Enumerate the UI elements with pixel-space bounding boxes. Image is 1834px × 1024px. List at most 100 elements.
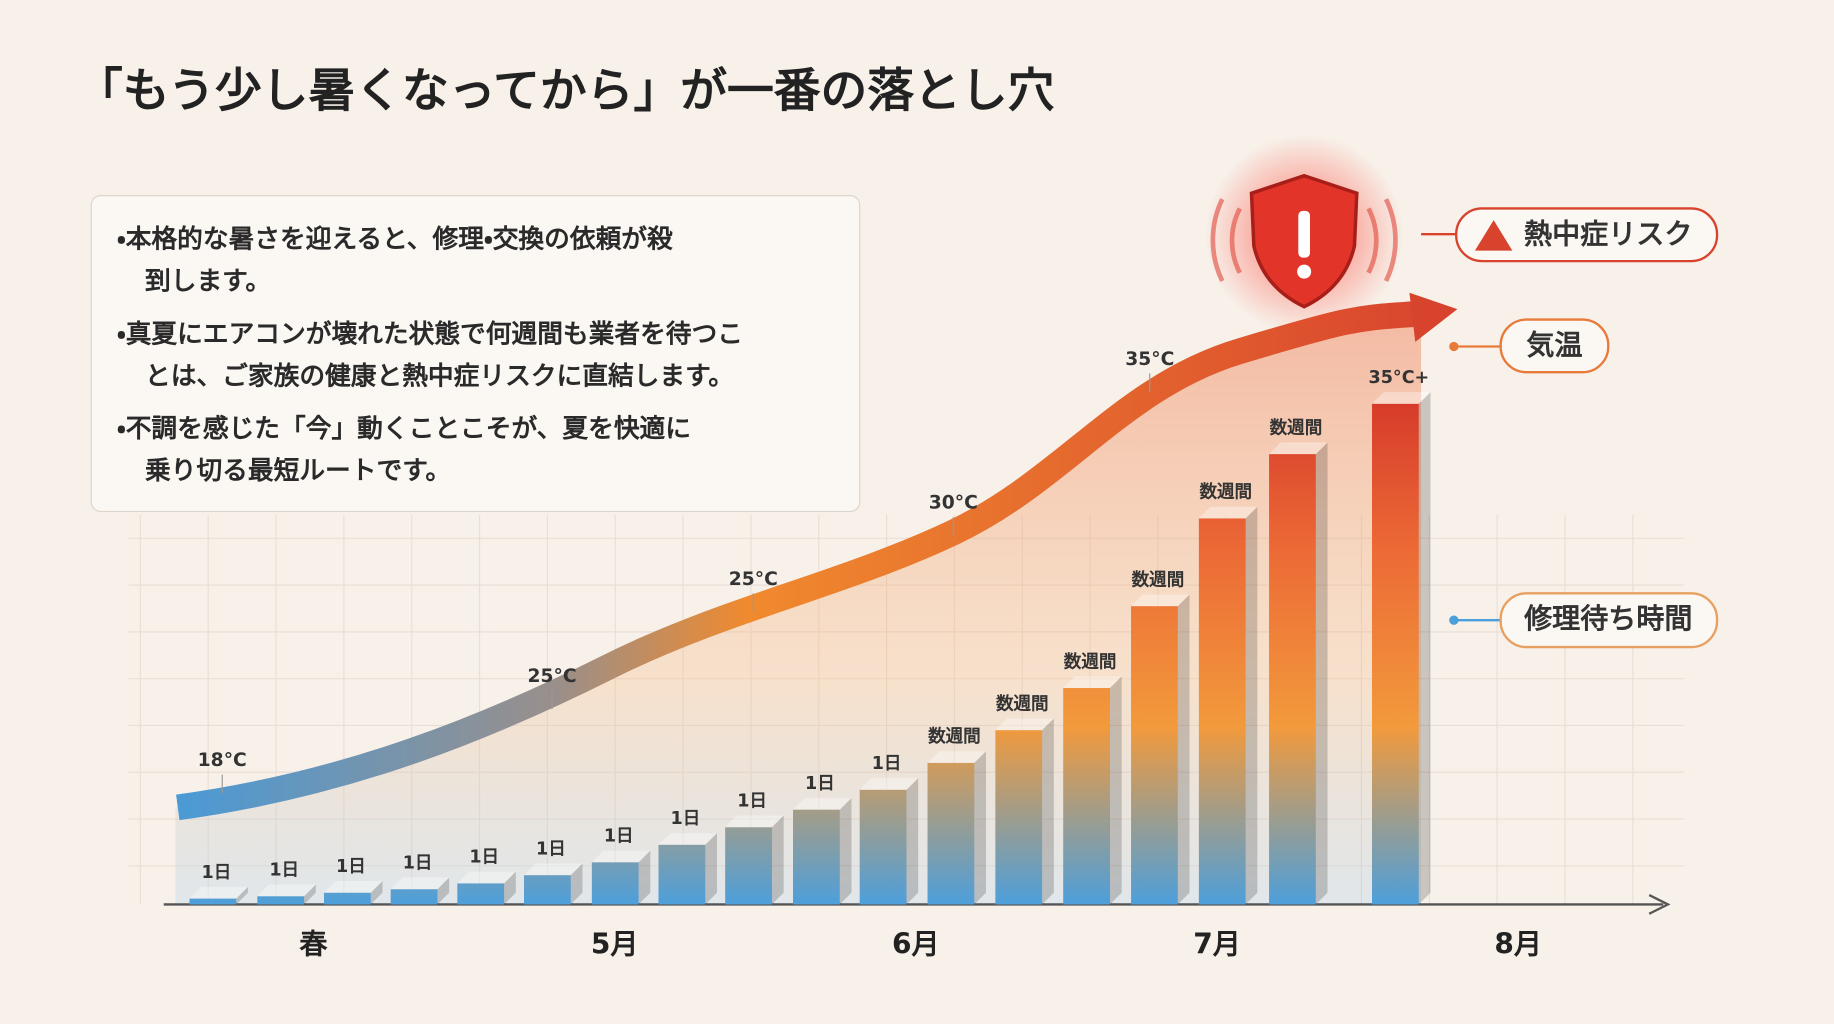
bar-label: 1日	[403, 853, 433, 873]
callout-risk-label: 熱中症リスク	[1524, 217, 1692, 250]
bar-top	[658, 833, 717, 845]
curve-arrowhead	[1409, 292, 1458, 342]
bar-front	[927, 762, 975, 905]
bar-top	[323, 881, 383, 893]
bar-side	[236, 886, 248, 905]
note-line: ・不調を感じた「今」動くことこそが、夏を快適に	[117, 413, 691, 444]
bar-label: 35°C+	[1369, 368, 1430, 388]
bar-label: 数週間	[1198, 482, 1252, 503]
bar-label: 数週間	[927, 726, 981, 747]
bar-front	[257, 896, 305, 905]
bar-top	[189, 886, 248, 899]
bar-top	[1198, 506, 1258, 519]
bar-side	[705, 833, 717, 905]
note-line: 到します。	[145, 267, 271, 297]
bar-front	[390, 889, 438, 905]
bar-side	[504, 871, 516, 905]
bar-label: 1日	[872, 754, 902, 774]
bar-label: 1日	[336, 857, 366, 877]
bar-side	[1245, 506, 1258, 905]
bar-label: 数週間	[1131, 569, 1185, 590]
bar-front	[189, 898, 237, 905]
bar-front	[995, 730, 1043, 905]
bar-top	[591, 850, 651, 863]
bar-top	[1269, 442, 1328, 455]
bar-side	[370, 881, 383, 905]
bar-top	[524, 863, 583, 876]
bar-front	[1269, 454, 1316, 905]
bar-label: 1日	[536, 839, 566, 859]
bar-label: 1日	[202, 863, 232, 883]
bar-top	[793, 797, 852, 810]
temperature-label: 35°C	[1125, 349, 1174, 370]
bar-top	[1131, 594, 1190, 607]
note-line: 乗り切る最短ルートです。	[145, 456, 451, 486]
bar-front	[591, 862, 639, 905]
temperature-label: 30°C	[929, 493, 978, 514]
bar-side	[906, 778, 919, 905]
callout-temperature: 気温	[1449, 318, 1610, 374]
bar-side	[304, 884, 316, 905]
bar-front	[1063, 688, 1110, 905]
note-line: ・本格的な暑さを迎えると、修理・交換の依頼が殺	[117, 224, 673, 255]
bar-top	[1063, 676, 1122, 689]
bar-top	[257, 884, 316, 897]
risk-shield	[1204, 134, 1404, 334]
bar-side	[638, 850, 651, 905]
temperature-label: 25°C	[528, 666, 577, 687]
note-line: ・真夏にエアコンが壊れた状態で何週間も業者を待つこ	[117, 318, 743, 349]
bar-top	[859, 778, 919, 790]
note-line: とは、ご家族の健康と熱中症リスクに直結します。	[145, 360, 734, 391]
bar-top	[995, 718, 1054, 731]
bar-side	[570, 863, 583, 905]
bar-top	[457, 871, 516, 884]
bar-label: 1日	[269, 860, 299, 880]
bar-top	[390, 877, 450, 890]
bar-side	[771, 815, 784, 905]
x-label: 春	[299, 927, 328, 960]
bar-top	[927, 751, 987, 763]
bar-front	[323, 892, 371, 905]
bar-top	[1371, 392, 1431, 404]
bar-front	[1198, 518, 1246, 905]
bar-label: 数週間	[1269, 417, 1323, 438]
bar-label: 1日	[604, 827, 634, 847]
callout-wait-label: 修理待ち時間	[1523, 602, 1692, 635]
bar-label: 1日	[671, 809, 701, 829]
bar-side	[1315, 442, 1328, 905]
x-label: 5月	[591, 927, 639, 960]
temperature-label: 18°C	[198, 750, 247, 771]
x-label: 8月	[1494, 927, 1542, 960]
bar-front	[859, 789, 907, 905]
title: 「もう少し暑くなってから」が一番の落とし穴	[76, 64, 1055, 118]
bar-side	[1418, 392, 1431, 905]
bar-label: 数週間	[995, 693, 1049, 714]
x-label: 6月	[892, 927, 940, 960]
callout-wait: 修理待ち時間	[1449, 592, 1719, 649]
x-label: 7月	[1193, 927, 1241, 960]
bar-front	[1131, 606, 1178, 905]
x-axis-arrow	[1648, 894, 1671, 915]
bar-side	[1109, 676, 1122, 905]
bar-front	[793, 809, 840, 905]
bar-label: 数週間	[1063, 651, 1117, 672]
bar-side	[974, 751, 987, 905]
bar-side	[437, 877, 450, 905]
bar-front	[1371, 403, 1419, 905]
bar-side	[839, 797, 852, 905]
bar-side	[1042, 718, 1054, 905]
temperature-curve	[176, 300, 1419, 821]
bar-top	[725, 815, 784, 828]
bar-label: 1日	[805, 774, 835, 794]
bar-label: 1日	[469, 848, 499, 868]
bar-label: 1日	[737, 791, 767, 811]
callout-risk: 熱中症リスク	[1421, 207, 1719, 263]
notes-box	[90, 195, 861, 512]
temperature-label: 25°C	[729, 569, 778, 590]
bar-front	[658, 844, 706, 905]
bar-front	[457, 883, 505, 905]
callout-temperature-label: 気温	[1526, 328, 1582, 361]
bar-front	[725, 827, 772, 905]
